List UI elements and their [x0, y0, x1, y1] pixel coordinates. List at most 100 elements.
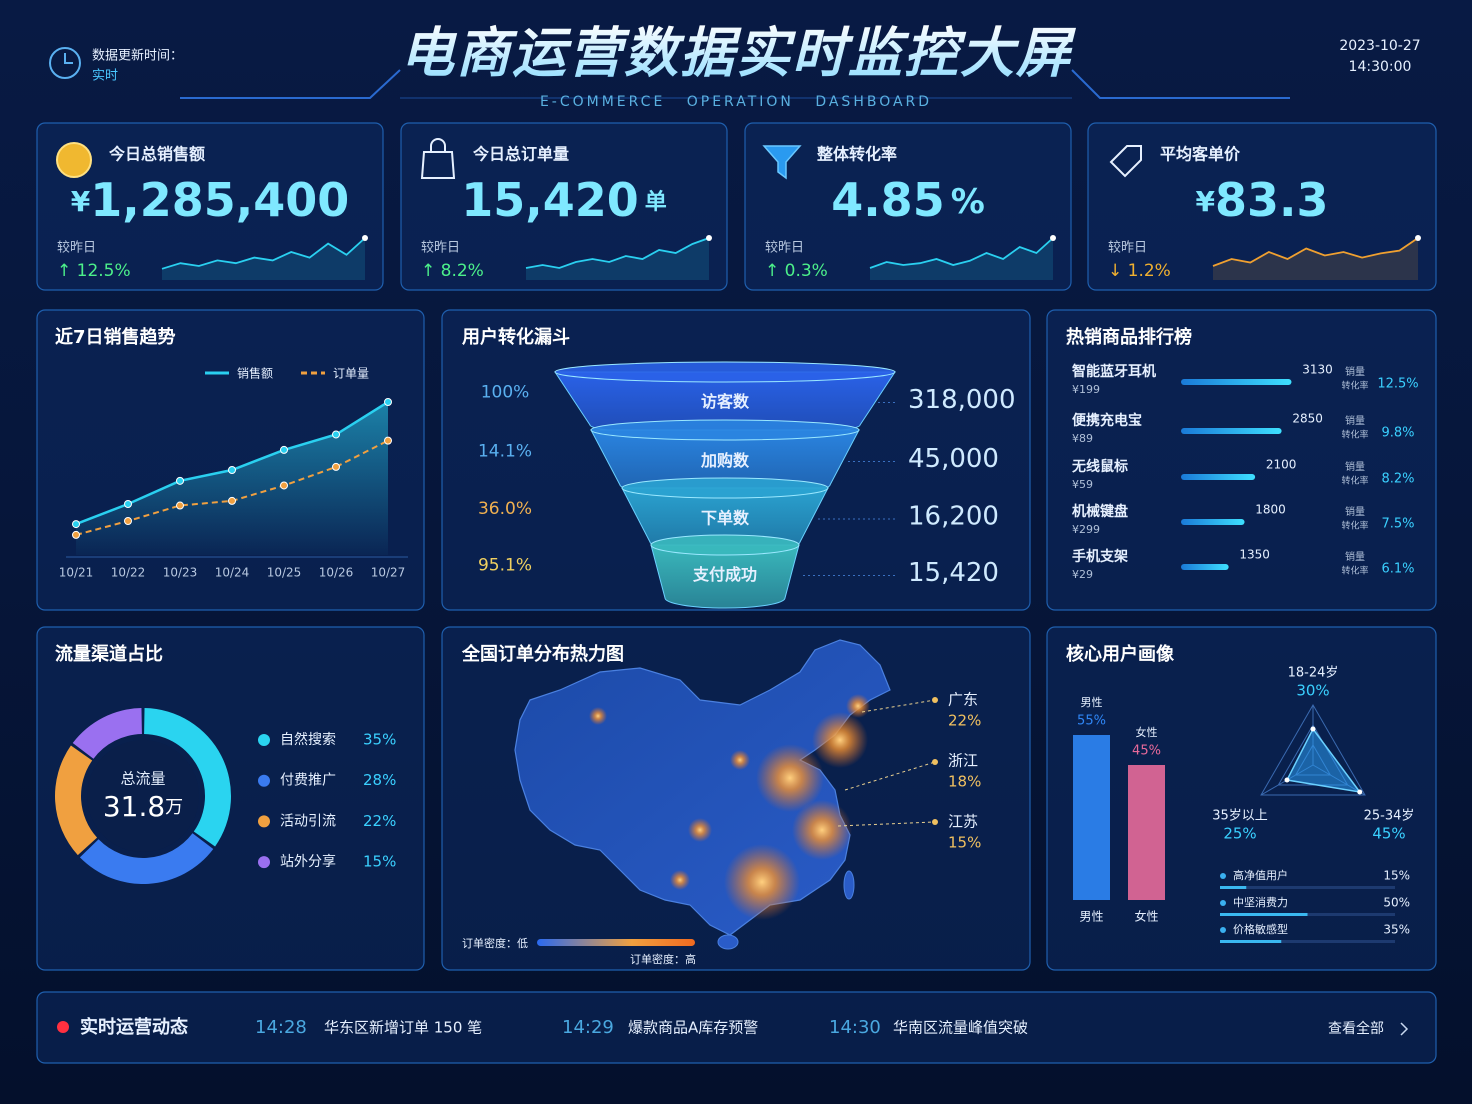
sparkline — [161, 237, 366, 270]
heat-spot — [688, 818, 712, 842]
line-point — [124, 517, 132, 525]
page-subtitle: E-COMMERCE OPERATION DASHBOARD — [540, 94, 932, 110]
callout-lines — [837, 699, 936, 827]
sales-bar — [1181, 564, 1229, 570]
kpi-label: 整体转化率 — [816, 145, 897, 164]
legend-dot — [258, 734, 270, 746]
panel-title: 用户转化漏斗 — [462, 326, 570, 348]
segment-dot — [1220, 873, 1226, 879]
radar-value: 30% — [1296, 682, 1329, 700]
tag-icon — [1109, 145, 1142, 178]
legend-label: 订单量 — [333, 367, 369, 381]
donut-slice — [72, 708, 142, 759]
legend-low: 订单密度：低 — [462, 936, 528, 950]
panel-title: 全国订单分布热力图 — [461, 643, 624, 665]
sales-label: 销量 — [1345, 505, 1365, 518]
x-tick-label: 10/25 — [267, 566, 302, 580]
product-price: ¥29 — [1072, 568, 1093, 581]
panel — [400, 122, 728, 291]
region-name: 浙江 — [948, 752, 978, 770]
sales-bar — [1181, 428, 1282, 434]
update-value: 实时 — [92, 69, 118, 84]
stage-value: 15,420 — [908, 558, 999, 588]
sales-label: 销量 — [1345, 550, 1365, 563]
heat-legend — [537, 939, 695, 946]
panel-title: 近7日销售趋势 — [55, 326, 176, 348]
segment-track — [1220, 940, 1395, 943]
legend-dot — [258, 856, 270, 869]
rate-value: 12.5% — [1377, 377, 1418, 392]
date: 2023-10-27 — [1339, 38, 1420, 54]
radar-point — [1357, 789, 1363, 795]
legend-label: 付费推广 — [280, 773, 336, 789]
rate-label: 转化率 — [1341, 475, 1368, 487]
center-unit: 万 — [165, 797, 183, 818]
event-time: 14:30 — [829, 1017, 881, 1038]
sales-value: 3130 — [1302, 363, 1333, 377]
line-point — [72, 520, 80, 529]
x-tick-label: 10/27 — [371, 566, 406, 580]
radar-point — [1284, 777, 1290, 783]
line-area — [76, 402, 388, 555]
product-name: 机械键盘 — [1072, 503, 1128, 520]
radar-grid — [1260, 704, 1366, 796]
region-share: 22% — [948, 712, 981, 730]
heat-spots — [589, 694, 870, 920]
stage-rate: 95.1% — [478, 556, 532, 576]
legend-high: 订单密度：高 — [630, 952, 696, 966]
rate-value: 8.2% — [1381, 472, 1414, 487]
sparkline-end — [1050, 235, 1056, 241]
sales-value: 1350 — [1239, 548, 1270, 562]
segment-dot — [1220, 900, 1226, 906]
region-share: 18% — [948, 773, 981, 791]
kpi-prefix: ¥ — [1196, 185, 1216, 218]
x-tick-label: 10/22 — [111, 566, 146, 580]
sparkline-area — [1213, 238, 1418, 280]
kpi-change: ↓ 1.2% — [1108, 261, 1171, 281]
panel-title: 流量渠道占比 — [55, 643, 163, 665]
kpi-number: 1,285,400 — [90, 173, 349, 227]
legend-value: 15% — [363, 853, 396, 871]
heat-spot — [670, 870, 690, 890]
funnel-rim — [621, 477, 829, 499]
ticker-title: 实时运营动态 — [80, 1016, 188, 1038]
heat-spot — [792, 800, 852, 860]
stage-name: 支付成功 — [692, 565, 757, 584]
stage-value: 318,000 — [908, 385, 1016, 415]
line-point — [384, 436, 392, 445]
panel — [1046, 309, 1437, 611]
bar — [1128, 765, 1165, 900]
ticker-panel — [36, 991, 1437, 1064]
event-text: 华南区流量峰值突破 — [893, 1019, 1028, 1037]
kpi-value: 4.85% — [831, 173, 985, 227]
event-time: 14:29 — [562, 1017, 614, 1038]
heat-spot — [812, 712, 868, 768]
china-map — [514, 639, 891, 936]
kpi-change: ↑ 8.2% — [421, 261, 484, 281]
funnel-icon — [762, 145, 802, 180]
sales-label: 销量 — [1345, 414, 1365, 427]
sales-label: 销量 — [1345, 365, 1365, 378]
callout-dot — [932, 759, 938, 765]
kpi-number: 83.3 — [1215, 173, 1329, 227]
view-all-link[interactable]: 查看全部 — [1328, 1020, 1384, 1037]
stage-value: 45,000 — [908, 444, 999, 474]
stage-rate: 100% — [481, 383, 530, 403]
line-point — [228, 466, 236, 474]
sparkline-end — [706, 235, 712, 241]
segment-name: 价格敏感型 — [1233, 922, 1288, 936]
kpi-compare-label: 较昨日 — [765, 241, 804, 256]
line-point — [176, 501, 184, 510]
kpi-label: 今日总销售额 — [108, 145, 205, 164]
heat-spot — [724, 844, 800, 920]
line-point — [72, 530, 80, 539]
sparkline — [1212, 237, 1419, 267]
chevron[interactable] — [1400, 1022, 1409, 1036]
rate-value: 7.5% — [1381, 517, 1414, 532]
stage-rate: 36.0% — [478, 499, 532, 519]
heat-spot — [589, 707, 607, 725]
live-dot — [57, 1021, 69, 1033]
radar-label: 25-34岁 — [1364, 809, 1415, 824]
legend-label: 站外分享 — [280, 853, 336, 870]
bar-name: 男性 — [1081, 695, 1103, 709]
